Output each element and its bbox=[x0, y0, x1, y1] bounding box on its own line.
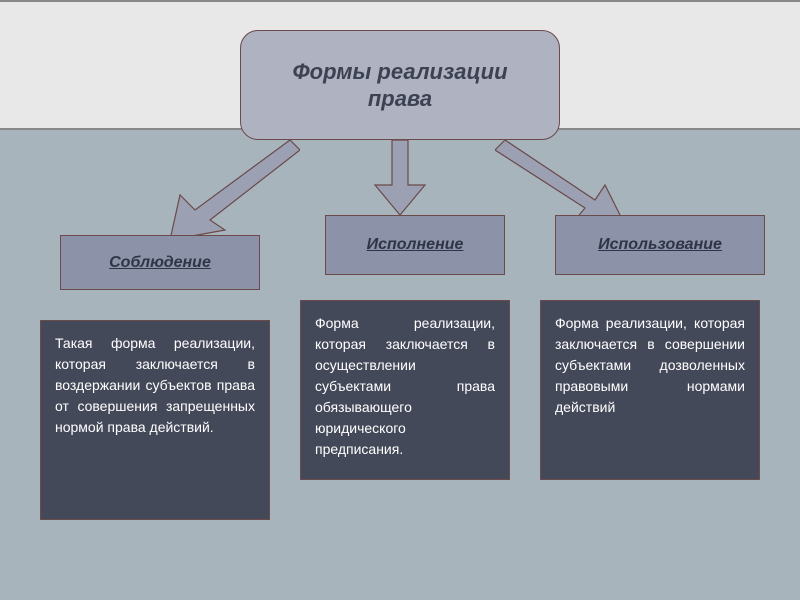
category-label: Исполнение bbox=[367, 235, 464, 255]
description-box-2: Форма реализации, которая заключается в … bbox=[540, 300, 760, 480]
root-node: Формы реализации права bbox=[240, 30, 560, 140]
description-text: Такая форма реализации, которая заключае… bbox=[55, 333, 255, 438]
arrow-to-left bbox=[170, 140, 300, 240]
diagram-canvas: Формы реализации права Соблюдение Такая … bbox=[0, 0, 800, 600]
root-label: Формы реализации права bbox=[261, 58, 539, 113]
arrow-to-right bbox=[495, 140, 625, 225]
description-box-0: Такая форма реализации, которая заключае… bbox=[40, 320, 270, 520]
category-label: Использование bbox=[598, 235, 722, 255]
arrow-to-center bbox=[370, 140, 430, 215]
category-node-1: Исполнение bbox=[325, 215, 505, 275]
category-node-0: Соблюдение bbox=[60, 235, 260, 290]
description-text: Форма реализации, которая заключается в … bbox=[555, 313, 745, 418]
description-text: Форма реализации, которая заключается в … bbox=[315, 313, 495, 460]
category-node-2: Использование bbox=[555, 215, 765, 275]
category-label: Соблюдение bbox=[109, 253, 211, 273]
description-box-1: Форма реализации, которая заключается в … bbox=[300, 300, 510, 480]
